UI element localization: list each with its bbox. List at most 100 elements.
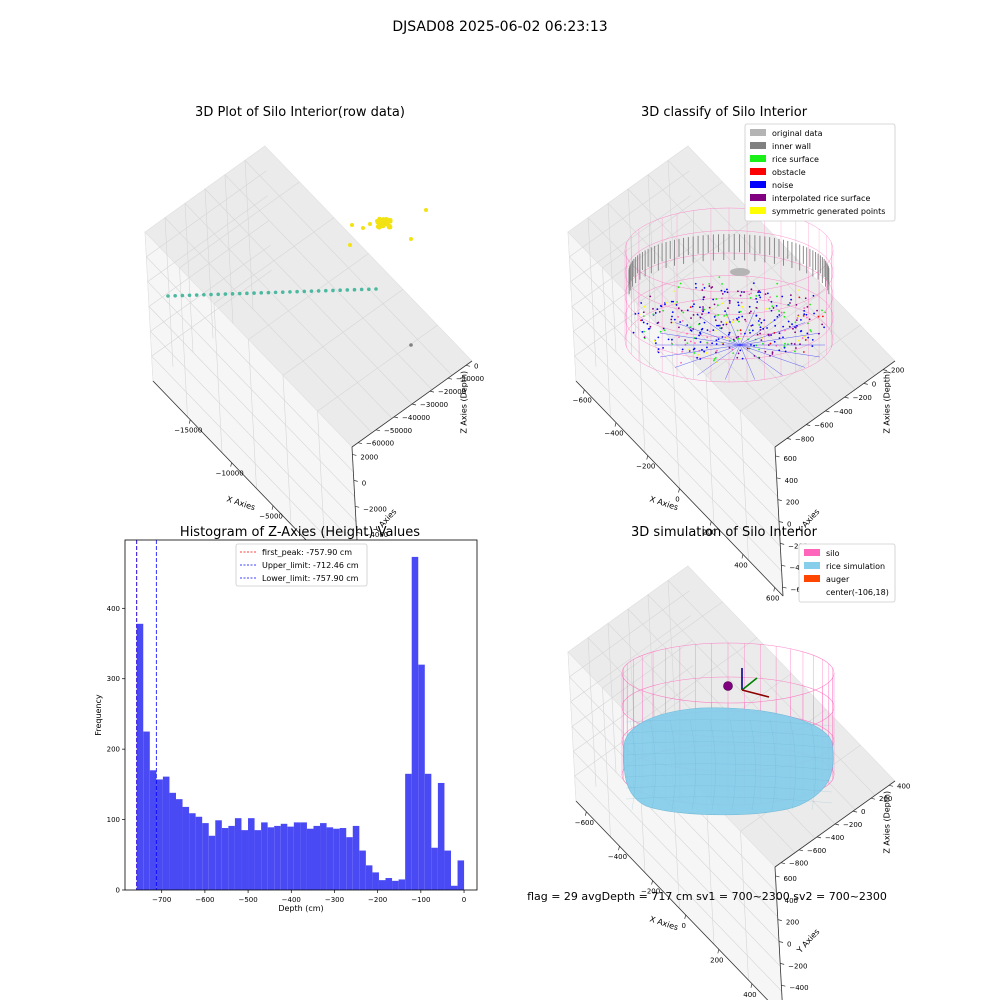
noise-ray <box>697 344 741 376</box>
x-tick-label: −700 <box>152 896 171 904</box>
classified-point <box>755 297 758 300</box>
classify-legend <box>744 123 896 222</box>
classified-point <box>794 326 797 329</box>
classified-point <box>790 342 793 345</box>
classified-point <box>757 291 760 294</box>
y-tick-mark <box>782 586 787 589</box>
classified-point <box>781 295 784 298</box>
histogram-bar <box>359 850 366 890</box>
y-tick-mark <box>780 543 785 545</box>
classified-point <box>672 290 675 293</box>
classified-point <box>658 310 661 313</box>
raw-point-gold <box>378 218 383 223</box>
classified-point <box>701 348 703 351</box>
x-tick-mark <box>582 389 585 394</box>
classified-point <box>782 325 785 328</box>
x-tick-label: 400 <box>743 991 756 999</box>
legend-label: rice simulation <box>826 562 885 571</box>
x-axis-line <box>575 800 769 1000</box>
legend-label: interpolated rice surface <box>772 194 870 203</box>
y-tick-mark <box>781 564 786 567</box>
rice-mesh-line <box>625 785 833 793</box>
z-tick-mark <box>393 416 399 419</box>
grid-line <box>244 160 254 310</box>
histogram-bar <box>398 879 406 890</box>
classified-point <box>774 324 777 327</box>
classify-plot-title: 3D classify of Silo Interior <box>641 105 808 120</box>
classified-point <box>632 331 635 334</box>
classified-point <box>711 342 714 345</box>
z-tick-mark <box>870 797 876 800</box>
classified-point <box>677 315 680 318</box>
z-tick-label: −10000 <box>456 375 484 383</box>
classified-point <box>672 302 675 305</box>
y-tick-label: 200 <box>107 746 120 754</box>
classified-point <box>722 323 725 326</box>
histogram-bar <box>248 818 255 890</box>
histogram-bar <box>202 823 209 890</box>
classified-point <box>798 296 801 299</box>
histogram-bar <box>444 850 451 890</box>
classified-point <box>748 312 751 314</box>
classified-point <box>749 297 752 299</box>
classified-point <box>671 338 673 341</box>
classified-point <box>783 345 786 348</box>
classified-point <box>803 313 806 316</box>
x-axis-label: X Axies <box>225 495 256 513</box>
z-tick-mark <box>825 410 830 413</box>
classified-point <box>673 318 676 321</box>
histogram-bar <box>261 822 268 890</box>
y-tick-mark <box>778 521 784 523</box>
grid-line <box>740 831 749 981</box>
classified-point <box>679 321 682 323</box>
y-tick-mark <box>777 919 782 921</box>
x-tick-mark <box>188 419 191 424</box>
classified-point <box>801 337 804 339</box>
histogram-bar <box>162 776 170 890</box>
y-tick-mark <box>776 897 781 900</box>
classified-point <box>657 336 660 339</box>
classified-point <box>741 357 744 360</box>
classified-point <box>662 327 665 330</box>
classified-point <box>671 315 673 318</box>
classified-point <box>766 327 768 329</box>
classified-point <box>737 304 740 307</box>
histogram-bar <box>450 885 458 890</box>
classified-point <box>707 311 710 314</box>
classified-point <box>748 329 751 332</box>
classified-point <box>670 318 673 321</box>
classified-point <box>800 330 803 332</box>
classified-point <box>783 315 786 318</box>
classified-point <box>816 309 818 312</box>
classified-point <box>766 292 769 295</box>
histogram-bar <box>287 826 294 890</box>
z-tick-mark <box>852 810 858 813</box>
classified-point <box>755 306 758 309</box>
raw-point-gold <box>378 223 383 228</box>
x-tick-mark <box>271 505 274 510</box>
simulation-legend <box>798 543 896 603</box>
x-tick-mark <box>678 488 680 493</box>
classified-point <box>813 312 815 315</box>
x-tick-label: 200 <box>710 956 723 964</box>
classified-point <box>737 352 740 355</box>
y-tick-label: −200 <box>788 962 807 970</box>
histogram-bar <box>431 847 438 890</box>
classified-point <box>773 340 776 343</box>
classified-point <box>739 310 742 313</box>
classified-point <box>744 320 747 323</box>
x-tick-mark <box>709 521 712 526</box>
center-marker <box>723 681 733 691</box>
classified-point <box>713 303 716 306</box>
y-tick-label: 400 <box>785 897 798 905</box>
y-tick-label: 100 <box>107 816 120 824</box>
classified-point <box>811 345 814 348</box>
rice-mesh-line <box>749 719 756 811</box>
classified-point <box>811 338 814 341</box>
noise-ray <box>739 332 820 346</box>
classified-point <box>675 304 678 306</box>
z-tick-mark <box>816 836 822 839</box>
classified-point <box>760 321 763 324</box>
classified-point <box>800 319 802 321</box>
z-tick-label: 400 <box>897 782 910 790</box>
